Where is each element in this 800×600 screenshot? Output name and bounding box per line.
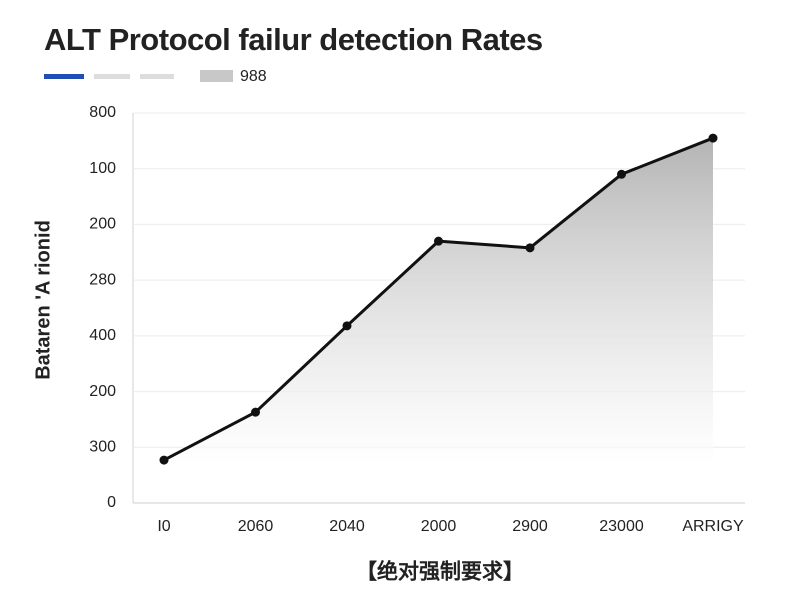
y-tick-label: 280 <box>89 271 116 288</box>
area-fill <box>164 138 713 466</box>
y-tick-label: 200 <box>89 216 116 233</box>
point <box>159 455 169 465</box>
x-tick-label: 2900 <box>512 518 548 535</box>
x-tick-label: 2000 <box>421 518 457 535</box>
y-tick-label: 0 <box>107 494 116 511</box>
x-tick-label: I0 <box>157 518 170 535</box>
y-axis-label: Bataren 'A rionid <box>32 220 54 380</box>
point <box>251 407 260 417</box>
legend-swatch <box>94 74 130 79</box>
y-tick-label: 800 <box>89 104 116 121</box>
legend-label: 988 <box>240 68 267 85</box>
y-tick-label: 300 <box>89 439 116 456</box>
point <box>617 169 626 179</box>
y-tick-label: 400 <box>89 327 116 344</box>
point <box>525 243 535 253</box>
y-tick-label: 100 <box>89 160 116 177</box>
x-tick-label: 2040 <box>329 518 365 535</box>
point <box>434 236 443 246</box>
x-tick-label: 23000 <box>599 518 644 535</box>
y-tick-label: 200 <box>89 383 116 400</box>
legend-swatch <box>200 70 233 82</box>
chart-title: ALT Protocol failur detection Rates <box>44 22 543 57</box>
x-axis-label: 【绝对强制要求】 <box>356 560 524 584</box>
legend-swatch <box>140 74 174 79</box>
point <box>708 133 718 143</box>
legend-swatch <box>44 74 84 79</box>
point <box>342 321 352 331</box>
x-tick-label: ARRIGY <box>682 518 744 535</box>
x-tick-label: 2060 <box>238 518 274 535</box>
